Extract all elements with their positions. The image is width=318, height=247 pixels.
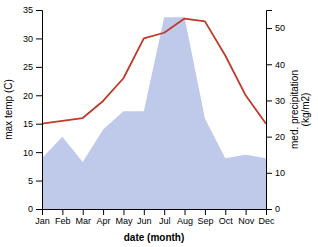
y2-axis-tick-mark <box>266 209 272 210</box>
y-axis-tick-label: 20 <box>23 91 33 101</box>
temperature-line <box>42 19 266 124</box>
y2-axis-tick-label: 20 <box>275 132 285 142</box>
x-axis-tick-mark <box>62 209 63 215</box>
y-axis-tick: 20 <box>23 91 42 101</box>
x-axis-tick: Oct <box>219 209 234 226</box>
x-axis-tick-label: Dec <box>258 216 275 226</box>
plot: JanFebMarAprMayJunJulAugSepOctNovDec0510… <box>3 5 311 243</box>
chart: JanFebMarAprMayJunJulAugSepOctNovDec0510… <box>0 0 318 247</box>
x-axis-tick-label: Apr <box>97 216 111 226</box>
y2-axis-tick-label: 10 <box>275 168 285 178</box>
x-axis-tick: Apr <box>97 209 111 226</box>
x-axis-tick: Jan <box>35 209 50 226</box>
x-axis-tick-mark <box>144 209 145 215</box>
x-axis-tick-mark <box>83 209 84 215</box>
y2-axis-tick: 10 <box>266 168 285 178</box>
y2-axis-tick: 50 <box>266 23 285 33</box>
y-axis-tick-label: 15 <box>23 119 33 129</box>
y2-axis-tick: 20 <box>266 132 285 142</box>
y2-axis-tick-mark <box>266 173 272 174</box>
x-axis-tick: Dec <box>258 209 275 226</box>
y-axis: 0 5 10 15 20 25 30 35 <box>23 5 43 214</box>
y2-axis-tick: 0 <box>266 204 280 214</box>
y-axis-tick-label: 25 <box>23 62 33 72</box>
y2-axis: 0 10 20 30 40 50 <box>266 11 285 215</box>
y-axis-tick: 0 <box>28 204 42 214</box>
chart-container: JanFebMarAprMayJunJulAugSepOctNovDec0510… <box>0 0 318 247</box>
x-axis-tick-label: Jul <box>159 216 171 226</box>
y-axis-tick: 30 <box>23 34 42 44</box>
y-axis-tick-mark <box>36 209 42 210</box>
x-axis-tick-label: May <box>115 216 133 226</box>
x-axis-title: date (month) <box>124 232 185 243</box>
y2-axis-tick-mark <box>266 28 272 29</box>
x-axis-tick-mark <box>205 209 206 215</box>
y2-axis-title-line: (kg/m2) <box>300 93 311 127</box>
y2-axis-tick-label: 40 <box>275 60 285 70</box>
y2-axis-tick-label: 50 <box>275 23 285 33</box>
y-axis-tick: 25 <box>23 62 42 72</box>
y-axis-tick: 5 <box>28 176 42 186</box>
y2-axis-tick-mark <box>266 64 272 65</box>
x-axis-tick: Mar <box>75 209 91 226</box>
y-axis-tick: 10 <box>23 148 42 158</box>
y-axis-tick: 35 <box>23 5 42 15</box>
y2-axis-tick-mark <box>266 137 272 138</box>
x-axis-tick-mark <box>246 209 247 215</box>
y-axis-tick-mark <box>36 38 42 39</box>
y2-axis-tick-label: 0 <box>275 204 280 214</box>
x-axis-tick: Aug <box>177 209 193 226</box>
x-axis-tick-mark <box>123 209 124 215</box>
y-axis-tick-mark <box>36 10 42 11</box>
x-axis-tick-mark <box>225 209 226 215</box>
x-axis-tick: Sep <box>197 209 213 226</box>
y2-axis-title-line: med. precipitation <box>289 70 300 149</box>
y2-axis-tick-label: 30 <box>275 96 285 106</box>
x-axis-tick: Jul <box>159 209 171 226</box>
x-axis-tick-label: Aug <box>177 216 193 226</box>
precipitation-area <box>42 17 266 209</box>
x-axis-tick-label: Mar <box>75 216 91 226</box>
y-axis-title: max temp (C) <box>3 79 14 140</box>
x-axis-tick: May <box>115 209 133 226</box>
x-axis-tick: Jun <box>137 209 152 226</box>
x-axis-tick: Feb <box>55 209 71 226</box>
x-axis-tick-label: Nov <box>238 216 255 226</box>
y-axis-tick-mark <box>36 95 42 96</box>
y-axis-tick-label: 5 <box>28 176 33 186</box>
y2-axis-line <box>267 11 273 210</box>
y2-axis-tick: 40 <box>266 60 285 70</box>
y-axis-tick-label: 10 <box>23 148 33 158</box>
x-axis-tick-label: Sep <box>197 216 213 226</box>
y-axis-tick-mark <box>36 124 42 125</box>
y2-axis-tick-mark <box>266 100 272 101</box>
y-axis-tick: 15 <box>23 119 42 129</box>
y-axis-tick-mark <box>36 67 42 68</box>
x-axis-tick-label: Oct <box>219 216 234 226</box>
x-axis-tick-mark <box>185 209 186 215</box>
y-axis-tick-mark <box>36 152 42 153</box>
y2-axis-title: med. precipitation(kg/m2) <box>289 70 311 149</box>
x-axis-line <box>43 210 267 216</box>
y-axis-tick-mark <box>36 181 42 182</box>
y-axis-tick-label: 0 <box>28 204 33 214</box>
x-axis-tick: Nov <box>238 209 255 226</box>
x-axis: Jan Feb Mar Apr May Jun Jul Aug Sep Oct NovDec <box>35 209 275 226</box>
y-axis-line <box>36 11 43 210</box>
x-axis-tick-mark <box>103 209 104 215</box>
y-axis-tick-label: 30 <box>23 34 33 44</box>
marks <box>42 17 266 209</box>
x-axis-tick-label: Feb <box>55 216 71 226</box>
y2-axis-tick: 30 <box>266 96 285 106</box>
x-axis-tick-label: Jun <box>137 216 152 226</box>
x-axis-tick-label: Jan <box>35 216 50 226</box>
y-axis-tick-label: 35 <box>23 5 33 15</box>
x-axis-tick-mark <box>164 209 165 215</box>
